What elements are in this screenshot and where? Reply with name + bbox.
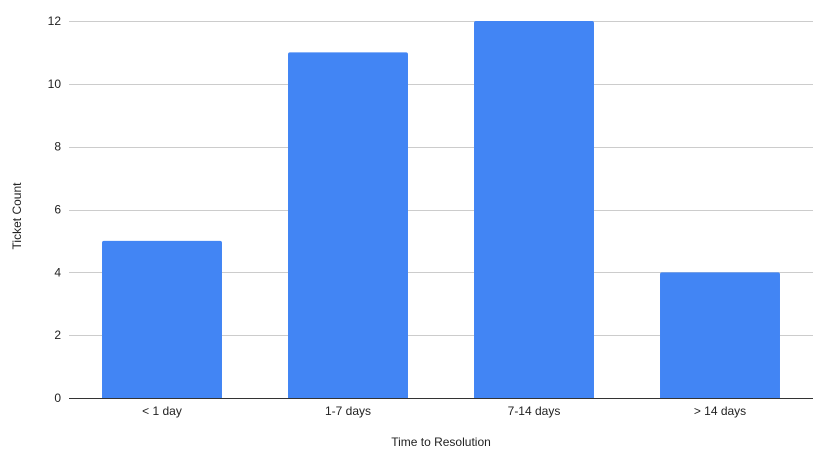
bar [474, 21, 594, 398]
y-tick-label: 4 [54, 265, 61, 279]
y-tick-label: 8 [54, 140, 61, 154]
bars [102, 21, 780, 399]
bar [102, 240, 222, 398]
y-tick-label: 10 [48, 77, 62, 91]
y-tick-label: 0 [54, 391, 61, 405]
y-tick-label: 6 [54, 203, 61, 217]
bar [660, 272, 780, 398]
x-tick-label: 7-14 days [508, 404, 561, 418]
x-tick-label: < 1 day [142, 404, 182, 418]
bar [288, 52, 408, 399]
y-tick-label: 12 [48, 14, 62, 28]
x-tick-label: > 14 days [694, 404, 746, 418]
y-axis-title: Ticket Count [10, 182, 24, 250]
y-tick-label: 2 [54, 328, 61, 342]
axes: 0 2 4 6 8 10 12 < 1 day 1-7 days 7-14 days > 14 da… [48, 14, 813, 418]
x-tick-label: 1-7 days [325, 404, 371, 418]
x-axis-title: Time to Resolution [391, 435, 491, 449]
